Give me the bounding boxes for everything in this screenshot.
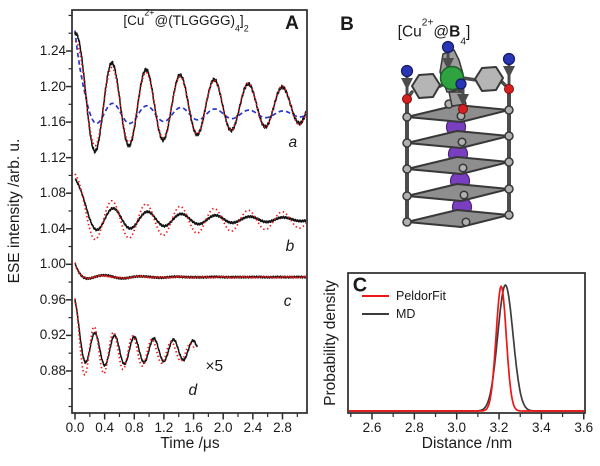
- oxygen-dot-left: [402, 94, 412, 104]
- panel-c-frame: [347, 272, 586, 414]
- curve-d-experiment: [74, 299, 198, 367]
- oxygen-dot-center: [458, 104, 468, 114]
- right-hexagon-ring: [474, 66, 504, 92]
- down-arrow-left: [401, 78, 413, 90]
- curve-b-fit: [74, 173, 306, 241]
- curve-MD: [349, 284, 584, 412]
- nitrogen-sphere-top: [441, 40, 455, 54]
- top-ligand-assembly: [400, 40, 516, 114]
- cage-nodes: [402, 99, 514, 227]
- left-hexagon-ring: [411, 73, 441, 99]
- curve-a-simulation: [74, 30, 306, 125]
- oxygen-dot-right: [504, 84, 514, 94]
- curve-a-fit: [74, 40, 306, 147]
- nitrogen-sphere-left: [400, 64, 414, 78]
- curve-d-fit: [74, 298, 196, 376]
- panel-a-frame: [71, 9, 308, 414]
- nitrogen-sphere-inner: [455, 78, 467, 90]
- down-arrow-inner: [457, 94, 469, 106]
- curve-c-fit: [74, 262, 306, 280]
- down-arrow-top: [442, 58, 454, 70]
- curve-PeldorFit: [349, 285, 584, 412]
- nitrogen-sphere-right: [502, 52, 516, 66]
- curve-b-experiment: [74, 178, 306, 232]
- curve-a-experiment: [74, 31, 306, 154]
- down-arrow-right: [503, 66, 515, 78]
- molecular-structure-illustration: [400, 40, 516, 228]
